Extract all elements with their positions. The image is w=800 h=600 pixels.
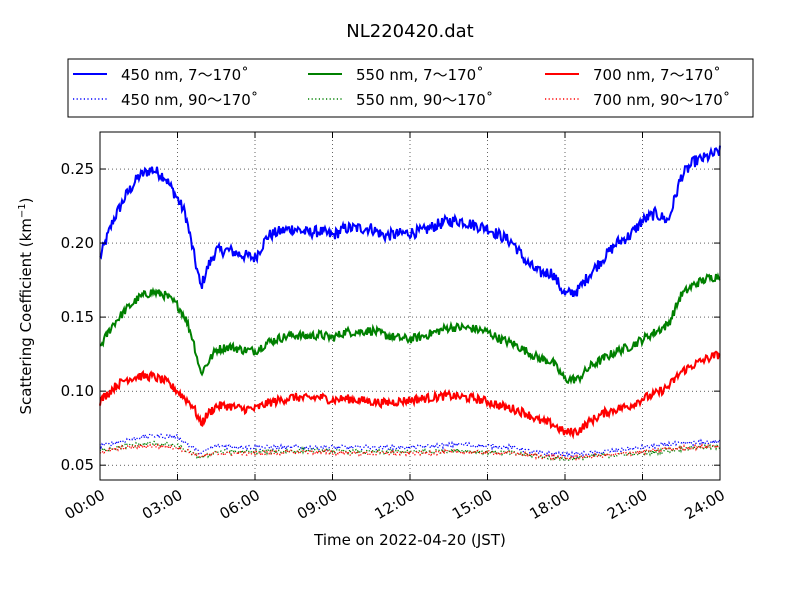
y-tick-label: 0.25 <box>61 160 94 178</box>
x-tick-label: 24:00 <box>682 486 728 523</box>
y-axis-label-close: ) <box>17 197 35 203</box>
legend-label: 700 nm, 90～170˚ <box>593 91 730 109</box>
series-line <box>99 145 721 298</box>
y-tick-label: 0.20 <box>61 234 94 252</box>
x-tick-label: 03:00 <box>139 486 185 523</box>
grid <box>100 132 720 480</box>
y-tick-label: 0.05 <box>61 456 94 474</box>
legend-label: 450 nm, 7～170˚ <box>121 66 249 84</box>
x-tick-label: 15:00 <box>449 486 495 523</box>
series-line <box>99 432 721 460</box>
y-tick-label: 0.15 <box>61 308 94 326</box>
y-axis-label-sup: −1 <box>17 203 28 218</box>
legend: 450 nm, 7～170˚ 550 nm, 7～170˚ 700 nm, 7～17… <box>67 58 754 118</box>
series-line <box>99 440 721 463</box>
x-tick-label: 18:00 <box>527 486 573 523</box>
x-axis-label: Time on 2022-04-20 (JST) <box>313 531 506 549</box>
legend-label: 450 nm, 90～170˚ <box>121 91 258 109</box>
series-line <box>99 272 721 386</box>
x-tick-label: 21:00 <box>604 486 650 523</box>
y-tick-label: 0.10 <box>61 382 94 400</box>
y-axis-label-main: Scattering Coefficient (km <box>17 218 35 414</box>
legend-label: 700 nm, 7～170˚ <box>593 66 721 84</box>
x-tick-label: 06:00 <box>217 486 263 523</box>
series-line <box>99 350 721 440</box>
legend-frame <box>67 58 754 118</box>
axis-ticks: 00:00 03:00 06:00 09:00 12:00 15:00 18:00 21:00… <box>61 132 728 523</box>
x-tick-label: 09:00 <box>294 486 340 523</box>
legend-label: 550 nm, 7～170˚ <box>356 66 484 84</box>
legend-label: 550 nm, 90～170˚ <box>356 91 493 109</box>
x-tick-label: 12:00 <box>372 486 418 523</box>
chart-title: NL220420.dat <box>346 21 473 42</box>
x-tick-label: 00:00 <box>62 486 108 523</box>
y-axis-label: Scattering Coefficient (km−1) <box>17 197 35 414</box>
